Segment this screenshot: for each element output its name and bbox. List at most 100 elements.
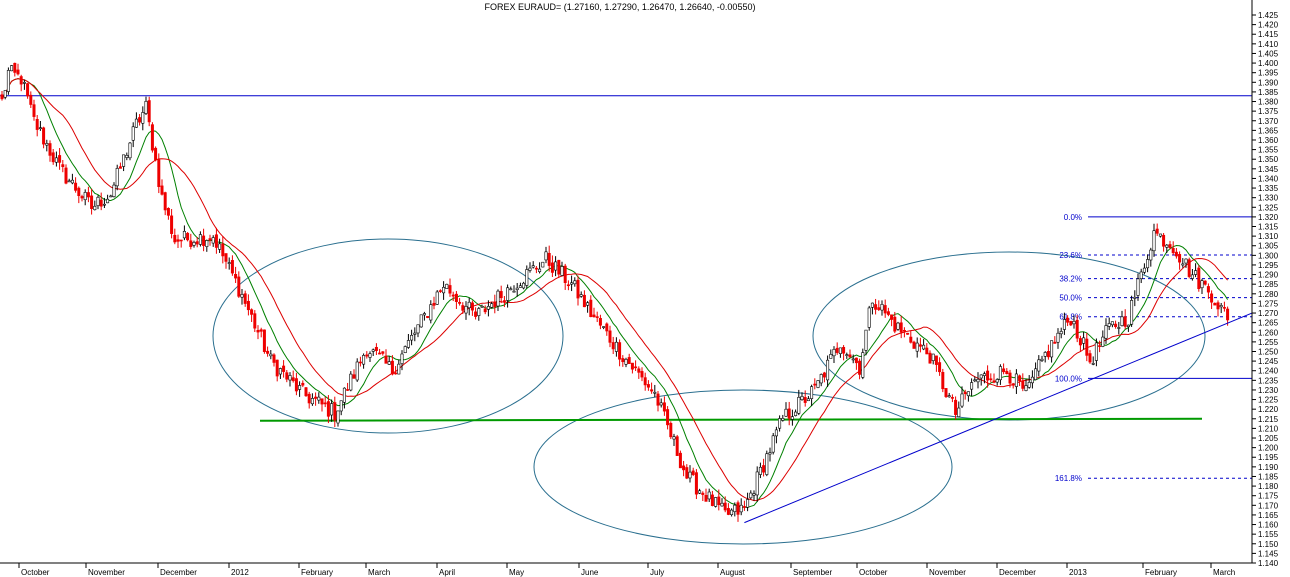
candle-body bbox=[454, 293, 458, 302]
candle-body bbox=[739, 504, 743, 513]
y-tick-label: 1.190 bbox=[1258, 463, 1279, 472]
y-tick-label: 1.265 bbox=[1258, 319, 1279, 328]
y-tick-label: 1.385 bbox=[1258, 88, 1279, 97]
candles bbox=[0, 62, 1230, 522]
candle-body bbox=[464, 306, 468, 314]
pattern-ellipse bbox=[212, 238, 564, 434]
y-tick-label: 1.400 bbox=[1258, 59, 1279, 68]
candle-body bbox=[806, 398, 810, 402]
y-tick-label: 1.380 bbox=[1258, 98, 1279, 107]
x-tick-label: August bbox=[720, 568, 746, 577]
candle-body bbox=[384, 355, 388, 364]
candle-body bbox=[10, 65, 14, 72]
fib-level-label: 23.6% bbox=[1059, 251, 1082, 260]
candle-body bbox=[307, 393, 311, 404]
candle-body bbox=[1216, 302, 1220, 310]
candle-body bbox=[326, 401, 330, 417]
candle-body bbox=[576, 279, 580, 299]
y-tick-label: 1.160 bbox=[1258, 521, 1279, 530]
candle-body bbox=[819, 374, 823, 384]
candle-body bbox=[346, 389, 350, 391]
candle-body bbox=[963, 391, 967, 394]
candle-body bbox=[1024, 385, 1028, 391]
candle-body bbox=[496, 290, 500, 307]
x-tick-label: June bbox=[581, 568, 599, 577]
candle-body bbox=[848, 354, 852, 358]
candle-body bbox=[586, 302, 590, 306]
y-tick-label: 1.145 bbox=[1258, 549, 1279, 558]
candle-body bbox=[35, 119, 39, 130]
candle-body bbox=[406, 340, 410, 348]
candle-body bbox=[208, 238, 212, 241]
y-tick-label: 1.405 bbox=[1258, 49, 1279, 58]
candle-body bbox=[736, 502, 740, 515]
candle-body bbox=[1072, 320, 1076, 325]
candle-body bbox=[973, 379, 977, 382]
candle-body bbox=[144, 100, 148, 114]
candle-body bbox=[794, 411, 798, 416]
y-tick-label: 1.215 bbox=[1258, 415, 1279, 424]
candle-body bbox=[458, 301, 462, 304]
candle-body bbox=[614, 341, 618, 352]
candle-body bbox=[365, 354, 369, 357]
candle-body bbox=[1219, 305, 1223, 308]
candle-body bbox=[746, 499, 750, 508]
candle-body bbox=[902, 329, 906, 332]
candle-body bbox=[982, 373, 986, 376]
candle-body bbox=[768, 452, 772, 455]
candle-body bbox=[448, 285, 452, 294]
fib-level-label: 38.2% bbox=[1059, 275, 1082, 284]
x-tick-label: November bbox=[929, 568, 966, 577]
y-tick-label: 1.245 bbox=[1258, 357, 1279, 366]
candle-body bbox=[1142, 267, 1146, 273]
candle-body bbox=[93, 205, 97, 211]
candle-body bbox=[570, 282, 574, 285]
candle-body bbox=[336, 410, 340, 424]
candle-body bbox=[717, 496, 721, 506]
candle-body bbox=[829, 354, 833, 359]
candle-body bbox=[1149, 249, 1153, 261]
candle-body bbox=[1133, 296, 1137, 299]
fib-level-label: 161.8% bbox=[1055, 474, 1082, 483]
candle-body bbox=[342, 387, 346, 403]
candle-body bbox=[640, 371, 644, 378]
candle-body bbox=[707, 491, 711, 500]
candle-body bbox=[150, 124, 154, 151]
candle-body bbox=[845, 354, 849, 356]
candle-body bbox=[842, 346, 846, 354]
candle-body bbox=[266, 350, 270, 354]
candle-body bbox=[541, 261, 545, 268]
candle-body bbox=[246, 300, 250, 311]
y-tick-label: 1.270 bbox=[1258, 309, 1279, 318]
candle-body bbox=[701, 492, 705, 495]
candle-body bbox=[1078, 338, 1082, 346]
x-tick-label: October bbox=[859, 568, 888, 577]
candle-body bbox=[1110, 321, 1114, 326]
y-tick-label: 1.420 bbox=[1258, 21, 1279, 30]
candle-body bbox=[563, 265, 567, 284]
candle-body bbox=[106, 198, 110, 204]
candle-body bbox=[704, 494, 708, 502]
x-tick-label: 2013 bbox=[1069, 568, 1087, 577]
trendline bbox=[744, 312, 1253, 524]
y-tick-label: 1.280 bbox=[1258, 290, 1279, 299]
candle-body bbox=[438, 290, 442, 292]
candle-body bbox=[1094, 342, 1098, 361]
candle-body bbox=[893, 316, 897, 332]
candle-body bbox=[899, 322, 903, 333]
candle-body bbox=[966, 391, 970, 397]
candle-body bbox=[1059, 331, 1063, 335]
candle-body bbox=[125, 155, 129, 158]
candle-body bbox=[1021, 380, 1025, 389]
chart-title: FOREX EURAUD= (1.27160, 1.27290, 1.26470… bbox=[485, 2, 756, 12]
candle-body bbox=[762, 465, 766, 473]
candle-body bbox=[387, 361, 391, 365]
candle-body bbox=[918, 344, 922, 347]
candle-body bbox=[294, 378, 298, 392]
candle-body bbox=[163, 192, 167, 211]
candle-body bbox=[1069, 320, 1073, 326]
candle-body bbox=[189, 240, 193, 247]
candle-body bbox=[278, 368, 282, 375]
candle-body bbox=[138, 117, 142, 123]
candle-body bbox=[1066, 317, 1070, 323]
